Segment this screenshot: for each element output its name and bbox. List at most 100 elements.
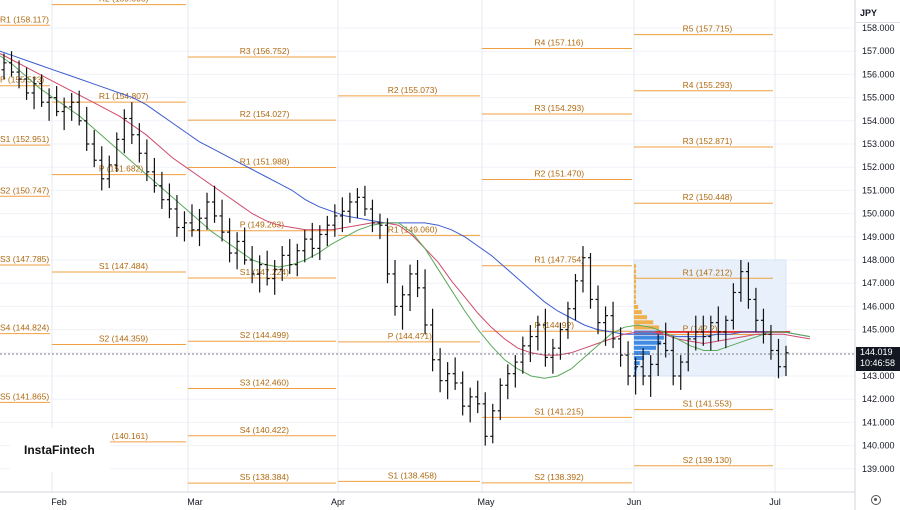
price-tick-label: 145.000 [862,325,895,335]
volume-profile-bar [634,335,664,340]
ohlc-bar [1,53,7,80]
pivot-label: P (144.4?1) [388,331,432,341]
ohlc-bar [452,357,458,390]
ohlc-bar [460,371,466,416]
ohlc-bar [700,315,706,346]
ohlc-bar [317,225,323,260]
pivot-label: P (149.263) [240,220,284,230]
ohlc-bar [685,331,691,372]
volume-profile-bar [634,340,662,345]
ohlc-bar [693,315,699,351]
ohlc-bar [708,315,714,351]
ohlc-bar [332,204,338,237]
ohlc-bar [505,364,511,400]
volume-profile-bar [634,274,636,279]
price-tick-label: 148.000 [862,255,895,265]
ohlc-bar [422,269,428,335]
ohlc-bar [640,348,646,386]
price-tick-label: 149.000 [862,232,895,242]
time-tick-label: Jul [769,497,781,507]
ohlc-bar [572,273,578,321]
price-tick-label: 157.000 [862,46,895,56]
price-tick-label: 140.000 [862,441,895,451]
volume-profile-bar [634,269,636,274]
volume-profile-bar [634,330,664,335]
time-tick-label: Apr [331,497,345,507]
pivot-label: S1 (141.553) [683,399,732,409]
ohlc-bar [287,239,293,274]
pivot-label: R2 (159.005) [99,0,149,4]
ohlc-bar [129,102,135,144]
pivot-label: S1 (152.951) [0,134,49,144]
price-tick-label: 155.000 [862,93,895,103]
ohlc-bar [61,97,67,131]
pivot-label: R2 (155.073) [388,85,438,95]
ohlc-bar [384,218,390,284]
ohlc-bar [272,260,278,295]
last-price-tag: 144.019 10:46:58 [856,347,900,371]
pivot-label: S2 (144.359) [99,333,148,343]
ohlc-bar [437,348,443,393]
volume-profile-bar [634,264,636,269]
ohlc-bar [354,188,360,219]
ohlc-bar [715,306,721,342]
price-tick-label: 152.000 [862,162,895,172]
volume-profile-bar [634,284,636,289]
pivot-label: R3 (156.752) [240,46,290,56]
ohlc-bar [114,132,120,172]
ohlc-bar [189,204,195,237]
ohlc-bar [294,243,300,277]
price-tick-label: 156.000 [862,69,895,79]
volume-profile-bar [634,299,637,304]
ohlc-bar [264,250,270,286]
volume-profile-bar [634,356,645,361]
pivot-label: S4 (144.824) [0,323,49,333]
ohlc-bar [542,308,548,367]
ohlc-bar [738,260,744,302]
ohlc-bar [84,106,90,151]
time-axis[interactable]: Feb Mar Apr May Jun Jul [51,497,781,507]
ohlc-bar [392,260,398,316]
ohlc-bar [467,387,473,423]
moving-averages [0,50,811,379]
pivot-label: S3 (140.161) [99,431,148,441]
price-tick-label: 158.000 [862,23,895,33]
last-price-time: 10:46:58 [860,358,896,368]
ohlc-bar [588,253,593,309]
pivot-label: R1 (154.807) [99,91,149,101]
ohlc-bar [151,157,157,193]
pivot-label: S1 (147.224) [240,267,289,277]
moving-average-line [0,55,811,379]
ohlc-bar [99,146,105,191]
pivot-label: R1 (151.988) [240,156,290,166]
currency-label[interactable]: JPY [860,8,878,18]
volume-profile-bar [634,325,660,330]
volume-profile-bar [634,315,648,320]
ohlc-bar [648,355,654,397]
ohlc-bar [783,345,789,376]
time-tick-label: Jun [627,497,642,507]
pivot-label: R1 (158.117) [0,14,49,24]
ohlc-bar [257,255,263,293]
ohlc-bar [663,322,669,358]
ohlc-bar [324,215,330,247]
volume-profile-bar [634,294,636,299]
ohlc-bar [520,336,526,374]
ohlc-bar [550,338,556,374]
ohlc-bar [580,246,586,293]
ohlc-bar [415,260,421,298]
ohlc-bar [595,285,601,335]
time-tick-label: Mar [187,497,203,507]
ohlc-bar [610,301,616,349]
ohlc-bar [24,67,30,100]
ohlc-bar [181,211,187,242]
ohlc-bar [445,362,451,400]
ohlc-bar [760,308,766,344]
ohlc-bar [565,301,571,339]
ohlc-bar [512,355,518,388]
price-tick-label: 141.000 [862,417,895,427]
logo-background [10,428,110,472]
ohlc-bar [753,287,759,332]
settings-icon[interactable] [871,495,881,505]
